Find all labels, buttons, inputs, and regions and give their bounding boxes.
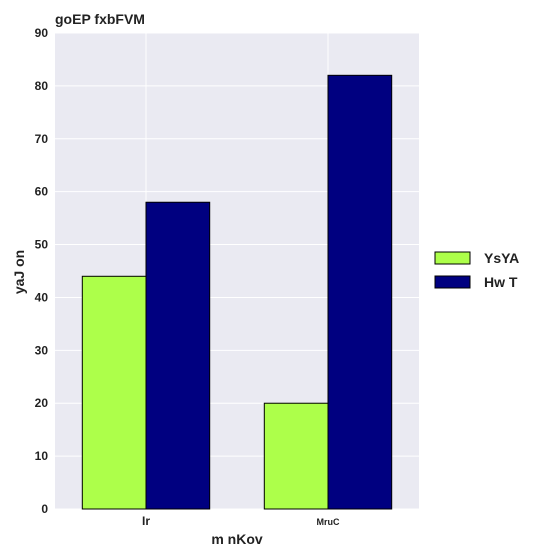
chart-title: goEP fxbFVM xyxy=(55,11,145,27)
x-axis-label: m nKov xyxy=(211,531,263,547)
y-tick-label: 20 xyxy=(35,396,49,410)
y-tick-label: 90 xyxy=(35,26,49,40)
y-tick-label: 50 xyxy=(35,238,49,252)
bar-0-0 xyxy=(82,276,146,509)
y-tick-label: 40 xyxy=(35,290,49,304)
y-axis-ticks: 0 10 20 30 40 50 60 70 80 90 xyxy=(35,26,49,516)
y-tick-label: 60 xyxy=(35,185,49,199)
bar-1-0 xyxy=(146,202,210,509)
legend-label: YsYA xyxy=(484,250,519,266)
x-tick-label: MruC xyxy=(317,517,340,527)
bar-0-1 xyxy=(264,403,328,509)
legend-swatch xyxy=(435,252,470,264)
x-axis-ticks: Ir MruC xyxy=(142,514,340,528)
legend-label: Hw T xyxy=(484,274,518,290)
y-tick-label: 0 xyxy=(41,502,48,516)
y-tick-label: 80 xyxy=(35,79,49,93)
y-tick-label: 30 xyxy=(35,343,49,357)
bar-1-1 xyxy=(328,75,392,509)
y-axis-label: yaJ on xyxy=(11,250,27,294)
legend: YsYA Hw T xyxy=(435,250,519,290)
y-tick-label: 10 xyxy=(35,449,49,463)
legend-swatch xyxy=(435,276,470,288)
x-tick-label: Ir xyxy=(142,514,150,528)
y-tick-label: 70 xyxy=(35,132,49,146)
